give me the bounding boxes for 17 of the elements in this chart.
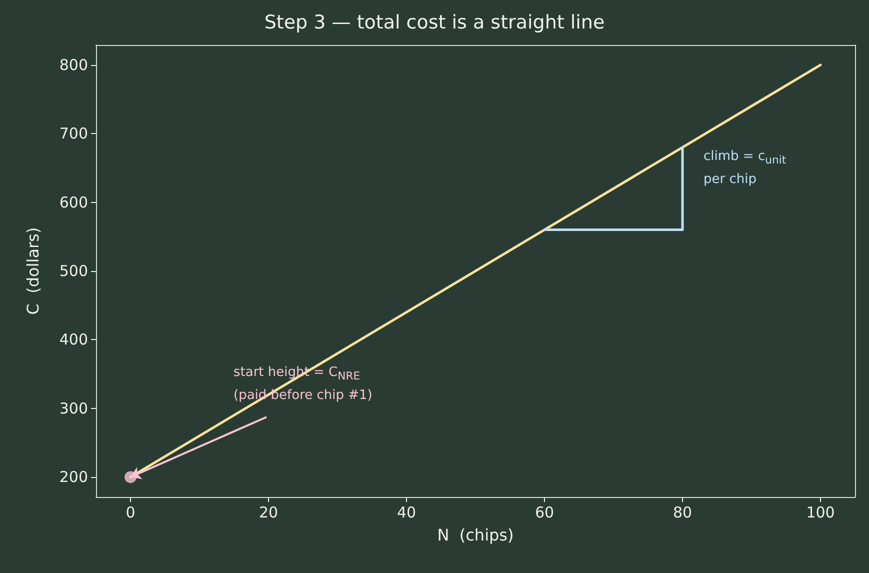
x-tick-label: 20 bbox=[258, 504, 278, 522]
y-tick-label: 300 bbox=[59, 399, 88, 418]
annotation: climb = c$_{unit}$ per chip bbox=[704, 148, 786, 189]
y-tick-label: 200 bbox=[59, 468, 88, 486]
y-tick-label: 600 bbox=[59, 193, 88, 212]
x-tick-label: 80 bbox=[672, 504, 692, 522]
y-tick-label: 400 bbox=[59, 330, 88, 349]
x-tick-label: 60 bbox=[534, 504, 554, 522]
x-tick-label: 0 bbox=[126, 504, 136, 522]
y-tick-label: 800 bbox=[59, 56, 88, 74]
y-tick-label: 700 bbox=[59, 124, 88, 143]
x-axis-title: N (chips) bbox=[437, 526, 514, 544]
chart-title: Step 3 — total cost is a straight line bbox=[264, 12, 605, 34]
y-tick-label: 500 bbox=[59, 262, 88, 280]
x-tick-label: 40 bbox=[396, 504, 416, 522]
y-axis-title: C (dollars) bbox=[24, 227, 42, 315]
x-tick-label: 100 bbox=[806, 504, 835, 522]
